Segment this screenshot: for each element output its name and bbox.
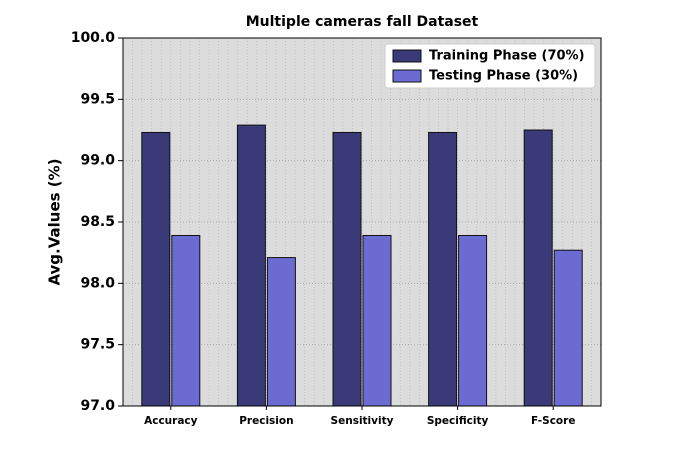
y-tick-label: 98.5 [80, 214, 115, 230]
y-tick-label: 99.0 [80, 153, 115, 169]
legend-label: Testing Phase (30%) [429, 69, 578, 84]
legend-swatch [392, 49, 422, 63]
y-tick-label: 97.0 [80, 398, 115, 414]
legend-box [384, 43, 596, 89]
legend-swatch [392, 69, 422, 83]
x-tick-label: Sensitivity [331, 415, 394, 427]
y-tick-label: 97.5 [80, 337, 115, 353]
bar [553, 249, 583, 407]
chart-title: Multiple cameras fall Dataset [246, 14, 479, 30]
bar [332, 131, 362, 407]
x-tick-label: Accuracy [144, 415, 198, 427]
bar [523, 129, 553, 407]
y-tick-label: 98.0 [80, 275, 115, 291]
y-tick-label: 100.0 [71, 30, 116, 46]
bar [266, 257, 296, 407]
bar [362, 234, 392, 407]
bar [428, 131, 458, 407]
bar [458, 234, 488, 407]
bar [171, 234, 201, 407]
bar [141, 131, 171, 407]
x-tick-label: F-Score [531, 415, 576, 427]
y-axis-label: Avg.Values (%) [46, 158, 64, 285]
x-tick-label: Precision [239, 415, 293, 427]
plot-frame [122, 37, 602, 407]
x-tick-label: Specificity [427, 415, 489, 427]
bar [236, 124, 266, 407]
y-tick-label: 99.5 [80, 91, 115, 107]
legend-label: Training Phase (70%) [429, 49, 585, 64]
